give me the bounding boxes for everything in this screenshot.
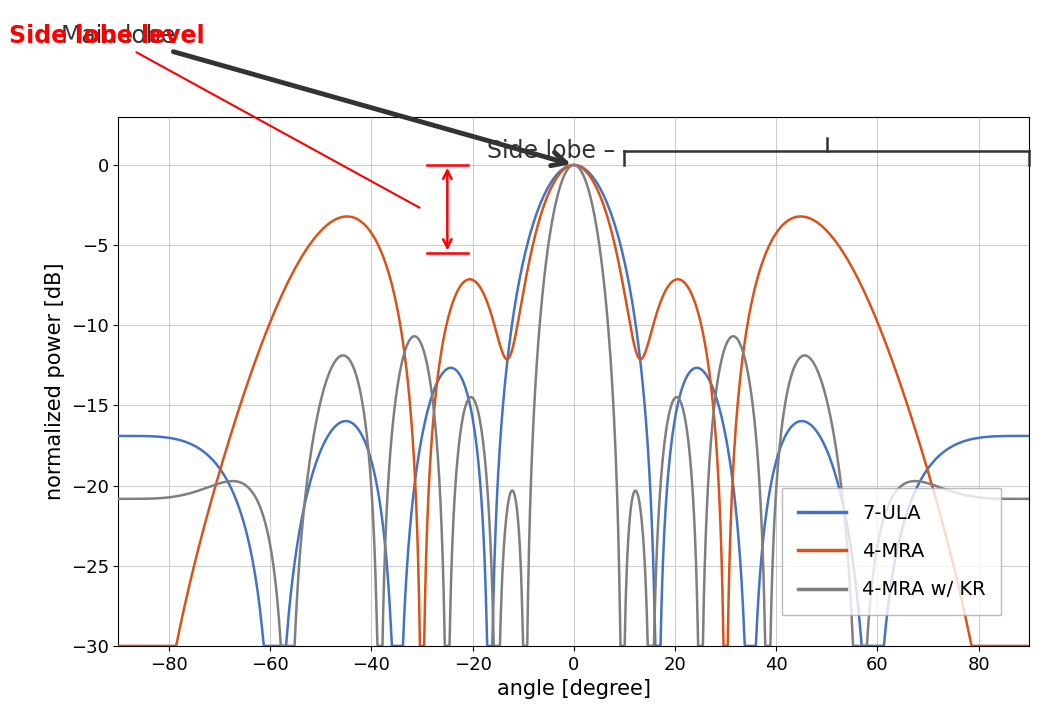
4-MRA w/ KR [274,642,287,650]
4-MRA w/ KR [898,480,910,488]
7-ULA [392,642,404,650]
4-MRA [392,309,404,318]
4-MRA w/ KR [392,377,404,385]
Line: 4-MRA: 4-MRA [119,165,1029,646]
7-ULA [112,431,125,440]
4-MRA [865,305,878,313]
Legend: 7-ULA, 4-MRA, 4-MRA w/ KR: 7-ULA, 4-MRA, 4-MRA w/ KR [782,488,1002,615]
4-MRA w/ KR [112,495,125,503]
Y-axis label: normalized power [dB]: normalized power [dB] [45,263,65,500]
Text: Side lobe –: Side lobe – [487,139,615,163]
4-MRA [898,390,910,398]
4-MRA [801,213,814,222]
4-MRA [657,289,670,298]
7-ULA [898,518,910,527]
7-ULA [257,642,270,650]
4-MRA [567,161,580,169]
4-MRA w/ KR [675,398,688,407]
4-MRA [112,642,125,650]
7-ULA [675,387,688,396]
X-axis label: angle [degree]: angle [degree] [497,679,651,699]
7-ULA [801,418,814,427]
7-ULA [866,642,879,650]
Text: Side lobe level: Side lobe level [9,24,420,208]
4-MRA w/ KR [801,351,814,360]
Line: 4-MRA w/ KR: 4-MRA w/ KR [119,165,1029,646]
Text: Main lobe: Main lobe [61,24,566,166]
7-ULA [1023,431,1035,440]
4-MRA w/ KR [657,443,670,451]
4-MRA w/ KR [567,161,580,169]
4-MRA [1023,642,1035,650]
4-MRA w/ KR [866,579,879,588]
Line: 7-ULA: 7-ULA [119,165,1029,646]
4-MRA [675,276,688,284]
7-ULA [657,534,670,543]
7-ULA [567,161,580,169]
4-MRA w/ KR [1023,495,1035,503]
